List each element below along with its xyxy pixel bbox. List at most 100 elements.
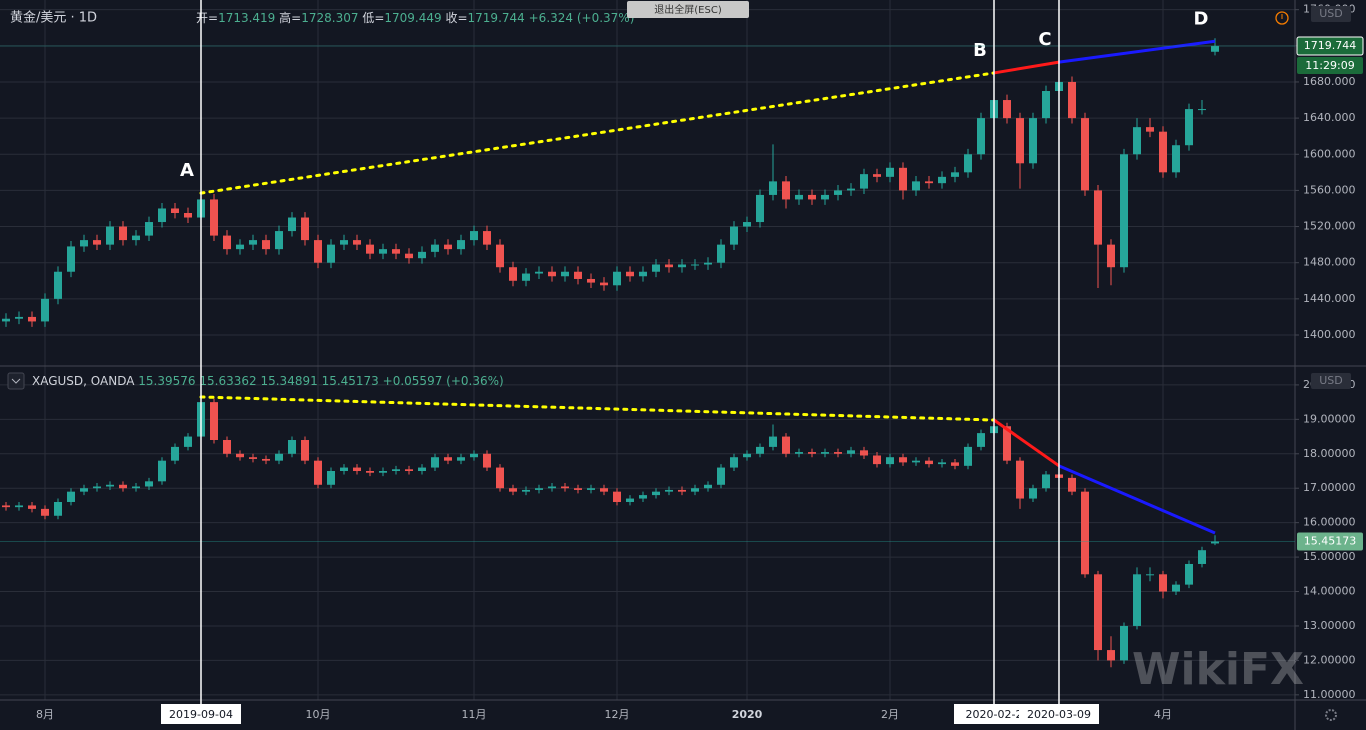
collapse-button[interactable] [7,372,25,390]
candle-body [678,264,686,268]
candle-body [847,188,855,191]
x-tick-label: 11月 [462,708,487,721]
y-tick-label: 14.00000 [1303,585,1356,598]
candle-body [873,174,881,177]
candle-body [509,267,517,281]
settings-icon[interactable] [1325,709,1337,721]
x-tick-label: 8月 [36,708,54,721]
alert-icon[interactable] [1275,11,1289,25]
candle-body [80,488,88,492]
candle-body [1198,550,1206,564]
candle-body [106,484,114,487]
candle-body [665,489,673,492]
candle-body [41,508,49,516]
candle-body [743,453,751,458]
candle-body [340,467,348,471]
candle-body [613,271,621,286]
exit-fullscreen-button[interactable] [627,1,749,18]
open-value: 1713.419 [218,11,275,25]
candle-body [782,436,790,454]
candle-body [561,486,569,489]
y-tick-label: 12.00000 [1303,653,1356,666]
candle-body [1107,650,1115,661]
candle-body [158,460,166,482]
prefix: 低= [362,11,384,25]
candle-body [1172,584,1180,592]
candle-body [1159,574,1167,592]
unit-label: USD [1319,7,1343,20]
candle-body [743,222,751,227]
candle-body [704,484,712,489]
candle-body [236,453,244,458]
candle-body [522,273,530,281]
candle-body [717,244,725,263]
y-tick-label: 17.00000 [1303,481,1356,494]
candle-body [54,501,62,516]
candle-body [1003,426,1011,461]
candle-body [561,271,569,277]
candle-body [28,316,36,322]
y-tick-label: 1600.000 [1303,147,1356,160]
candle-body [1146,127,1154,132]
candle-body [470,453,478,458]
candle-body [444,457,452,461]
close-value: 1719.744 [468,11,525,25]
last-price-badge [1297,532,1363,551]
annotation-label: D [1194,8,1209,29]
candle-body [171,446,179,461]
candle-body [821,452,829,454]
candle-body [93,486,101,489]
candle-body [210,199,218,236]
candle-body [1016,118,1024,164]
candle-body [106,226,114,245]
prefix: 收= [445,11,467,25]
trendline [199,395,996,422]
candle-body [899,457,907,463]
y-tick-label: 13.00000 [1303,619,1356,632]
candle-body [1211,541,1219,544]
candle-body [509,488,517,492]
unit-box [1311,373,1351,389]
candle-body [262,240,270,250]
candle-body [15,505,23,508]
candle-body [2,318,10,322]
y-tick-label: 18.00000 [1303,447,1356,460]
candle-body [769,436,777,447]
annotation-label: A [180,160,194,181]
candle-body [1172,145,1180,173]
candle-body [457,240,465,250]
candle-body [1094,574,1102,651]
candle-body [171,208,179,213]
candle-body [665,264,673,268]
candle-body [1042,474,1050,489]
candle-body [1120,154,1128,268]
watermark: WikiFX [1132,644,1304,695]
candle-body [1198,109,1206,111]
candle-body [223,440,231,454]
gold-title: 黄金/美元 · 1D [10,10,97,26]
candle-body [860,174,868,189]
candle-body [808,194,816,200]
candle-body [223,235,231,250]
y-tick-label: 16.00000 [1303,516,1356,529]
candle-body [249,457,257,459]
candle-body [15,316,23,319]
candle-body [691,488,699,492]
y-tick-label: 1560.000 [1303,183,1356,196]
candle-body [67,491,75,502]
candle-body [1094,190,1102,245]
candle-body [756,446,764,454]
candle-body [626,271,634,277]
candle-body [1029,118,1037,164]
candle-body [327,470,335,485]
candle-body [964,446,972,466]
candle-body [600,488,608,492]
trendline [993,418,1060,468]
candle-body [405,253,413,259]
candle-body [912,181,920,191]
candle-body [587,488,595,490]
candle-body [353,240,361,245]
candle-body [132,235,140,241]
y-tick-label: 1480.000 [1303,256,1356,269]
